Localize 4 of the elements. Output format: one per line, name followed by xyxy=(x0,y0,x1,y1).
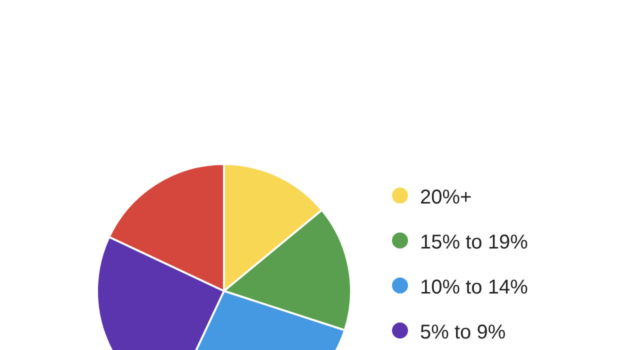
legend-label: 20%+ xyxy=(420,186,472,208)
legend-label: 10% to 14% xyxy=(420,276,528,298)
legend-label: 5% to 9% xyxy=(420,321,506,344)
legend-label: 15% to 19% xyxy=(420,231,528,254)
